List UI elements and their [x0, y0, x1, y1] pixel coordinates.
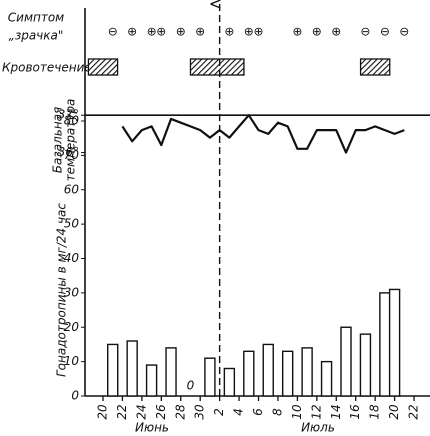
- y-tick-label: 36°: [58, 145, 79, 159]
- y-tick-label: 37°: [58, 108, 79, 122]
- y-tick-label: 30: [64, 285, 80, 299]
- data-label: 0: [187, 379, 195, 393]
- pupil-label: „зрачка": [9, 29, 64, 43]
- x-tick-label: 8: [270, 408, 284, 416]
- bar: [359, 333, 372, 397]
- y-tick-label: 70: [64, 148, 80, 162]
- bar: [126, 340, 138, 397]
- pupil-symbol: ⊕: [224, 25, 234, 39]
- y-tick-label: 20: [64, 320, 80, 334]
- pupil-symbol: ⊕: [331, 25, 341, 39]
- pupil-symbol: ⊕: [195, 25, 205, 39]
- pupil-symbol: ⊕: [244, 25, 254, 39]
- pupil-symbol: ⊕: [253, 25, 263, 39]
- y-tick-label: 50: [64, 217, 80, 231]
- gonadotropin-label: Гонадотропины в мг/24 час: [55, 203, 69, 377]
- y-tick-label: 80: [64, 114, 80, 128]
- temperature-line: [121, 114, 405, 154]
- bar: [145, 364, 158, 397]
- pupil-symbol: ⊕: [127, 25, 137, 39]
- x-tick-label: 4: [232, 408, 246, 416]
- bar: [223, 367, 236, 397]
- x-tick-label: 24: [134, 404, 148, 419]
- bleeding-bar: [189, 58, 245, 76]
- x-tick-label: 30: [193, 404, 207, 420]
- bar: [379, 292, 391, 397]
- x-tick-label: 28: [173, 404, 187, 420]
- bar: [301, 347, 313, 397]
- bar: [204, 357, 216, 397]
- x-tick-label: 20: [387, 404, 401, 420]
- pupil-symbol: ⊕: [312, 25, 322, 39]
- pupil-label: Симптом: [8, 11, 64, 25]
- y-tick-label: 0: [71, 389, 79, 403]
- x-tick-label: 22: [115, 404, 129, 419]
- x-tick-label: 6: [251, 408, 265, 416]
- x-tick-label: 22: [407, 404, 421, 419]
- month-label: Июль: [301, 421, 335, 435]
- pupil-symbol: ⊖: [380, 25, 390, 39]
- y-tick-label: 10: [64, 354, 80, 368]
- y-tick-label: 40: [64, 251, 80, 265]
- pupil-symbol: ⊖: [399, 25, 409, 39]
- bar: [165, 347, 177, 397]
- bleeding-bar: [87, 58, 119, 76]
- pupil-symbol: ⊖: [108, 25, 118, 39]
- x-tick-label: 12: [309, 404, 323, 419]
- temperature-label: температура: [64, 99, 78, 182]
- x-tick-label: 20: [96, 404, 110, 420]
- temperature-label: Базальная: [51, 107, 65, 173]
- pupil-symbol: ⊕: [176, 25, 186, 39]
- pupil-symbol: ⊕: [292, 25, 302, 39]
- bleeding-bar: [359, 58, 391, 76]
- bar: [320, 360, 333, 397]
- x-tick-label: 16: [348, 404, 362, 420]
- pupil-symbol: ⊖: [360, 25, 370, 39]
- pupil-symbol: ⊕: [147, 25, 157, 39]
- bar: [262, 343, 274, 397]
- x-tick-label: 26: [154, 404, 168, 420]
- bar: [340, 326, 352, 397]
- bar: [388, 288, 401, 397]
- bar: [281, 350, 294, 397]
- x-tick-label: 18: [368, 404, 382, 420]
- pupil-symbol: ⊕: [156, 25, 166, 39]
- bleeding-label: Кровотечение: [2, 61, 92, 75]
- y-tick-label: 60: [64, 182, 80, 196]
- bar: [107, 343, 119, 397]
- x-tick-label: 14: [329, 404, 343, 419]
- bar: [243, 350, 255, 397]
- x-tick-label: 2: [212, 408, 226, 416]
- x-tick-label: 10: [290, 404, 304, 420]
- month-label: Июнь: [135, 421, 169, 435]
